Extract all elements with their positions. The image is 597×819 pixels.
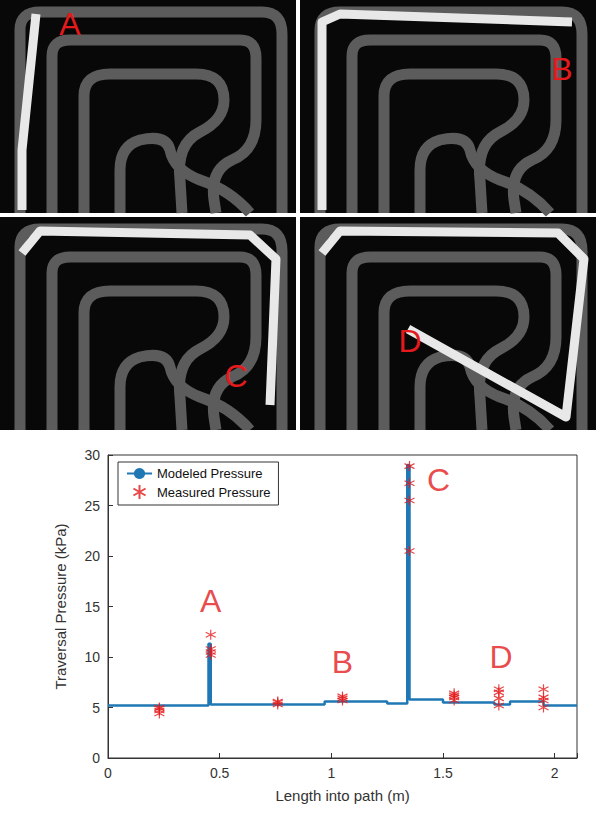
svg-text:C: C: [224, 358, 247, 394]
svg-text:Modeled Pressure: Modeled Pressure: [157, 466, 263, 481]
svg-text:0: 0: [92, 750, 100, 766]
svg-text:Measured Pressure: Measured Pressure: [157, 485, 270, 500]
svg-text:0.5: 0.5: [210, 765, 230, 781]
svg-text:25: 25: [84, 498, 100, 514]
svg-text:A: A: [59, 6, 81, 42]
svg-text:30: 30: [84, 447, 100, 463]
svg-text:2: 2: [551, 765, 559, 781]
svg-text:D: D: [398, 323, 421, 359]
svg-text:15: 15: [84, 599, 100, 615]
svg-text:20: 20: [84, 548, 100, 564]
svg-text:5: 5: [92, 700, 100, 716]
svg-text:1.5: 1.5: [433, 765, 453, 781]
svg-text:Traversal Pressure (kPa): Traversal Pressure (kPa): [52, 523, 69, 689]
svg-text:A: A: [200, 583, 222, 619]
svg-text:B: B: [332, 644, 353, 680]
svg-text:1: 1: [327, 765, 335, 781]
svg-text:C: C: [427, 462, 450, 498]
svg-text:0: 0: [104, 765, 112, 781]
svg-text:Length into path (m): Length into path (m): [275, 787, 409, 804]
svg-text:D: D: [490, 639, 513, 675]
svg-text:B: B: [551, 51, 572, 87]
svg-text:10: 10: [84, 649, 100, 665]
